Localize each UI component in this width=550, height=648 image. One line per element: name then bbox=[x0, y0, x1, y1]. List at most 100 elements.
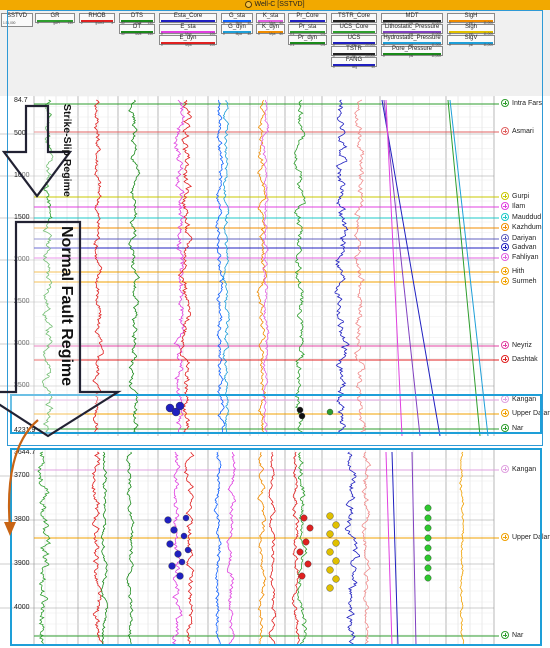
log-curve bbox=[100, 451, 109, 645]
track-header-hydrostatic-pressure[interactable]: Hydrostatic_Pressure 0 psi 11,000 bbox=[381, 35, 443, 47]
log-curve bbox=[361, 451, 372, 645]
track-header-sigh[interactable]: SigH 0 psi 11,000 bbox=[447, 13, 495, 25]
formation-label: Nar bbox=[512, 631, 524, 639]
formation-marker[interactable]: Nar bbox=[501, 424, 523, 432]
track-header-k-sta[interactable]: K_sta 0 Mpa 60 bbox=[256, 13, 285, 25]
formation-label: Kazhdumi bbox=[512, 223, 544, 231]
core-sample-point bbox=[178, 558, 186, 566]
track-header-pr-sta[interactable]: Pr_sta 0.1 0.5 bbox=[288, 24, 327, 36]
track-header-gr[interactable]: GR 0 gAPI 150 bbox=[35, 13, 75, 25]
track-header-lithostatic-pressure[interactable]: Lithostatic_Pressure 0 psi 11,000 bbox=[381, 24, 443, 36]
track-header-rhob[interactable]: RHOB 2 g/cm3 3 bbox=[79, 13, 115, 25]
depth-tick-label: 3000 bbox=[14, 340, 30, 347]
core-sample-point bbox=[166, 540, 174, 548]
log-curve bbox=[334, 99, 350, 434]
depth-tick-label: 500 bbox=[14, 130, 26, 137]
formation-label: Ilam bbox=[512, 202, 526, 210]
formation-marker[interactable]: Asmari bbox=[501, 127, 534, 135]
track-header-mdt[interactable]: MDT 0 psi 11,000 bbox=[381, 13, 443, 25]
log-curve bbox=[213, 451, 222, 645]
panel-top-depth: 84.7 bbox=[14, 97, 28, 104]
track-header-sigh[interactable]: Sigh 0 psi 11,000 bbox=[447, 24, 495, 36]
core-sample-point bbox=[164, 516, 172, 524]
window-title: Well-C [SSTVD] bbox=[254, 1, 305, 8]
formation-label: Kangan bbox=[512, 395, 537, 403]
formation-marker[interactable]: Dariyan bbox=[501, 234, 536, 242]
track-header-ucs[interactable]: UCS 0 psi 20,000 bbox=[331, 35, 377, 47]
formation-label: Dashtak bbox=[512, 355, 538, 363]
core-sample-point bbox=[175, 401, 185, 411]
formation-marker-icon bbox=[501, 533, 509, 541]
track-header-ucs-core[interactable]: UCS_Core bbox=[331, 24, 377, 34]
lower-panel-frame bbox=[10, 448, 542, 646]
track-header-sigv[interactable]: SigV 0 psi 11,000 bbox=[447, 35, 495, 47]
track-header-esta-core[interactable]: Esta_Core bbox=[159, 13, 217, 23]
track-header-pore-pressure[interactable]: Pore_Pressure 0 psi 11,000 bbox=[381, 46, 443, 58]
formation-marker[interactable]: Gurpi bbox=[501, 192, 529, 200]
core-sample-point bbox=[332, 539, 340, 547]
track-header-tstr-core[interactable]: TSTR_Core bbox=[331, 13, 377, 23]
well-icon bbox=[245, 0, 253, 8]
depth-track-header[interactable]: SSTVD 1:31,000 bbox=[1, 13, 33, 27]
core-sample-point bbox=[306, 524, 314, 532]
core-sample-point bbox=[326, 548, 334, 556]
formation-marker[interactable]: Gadvan bbox=[501, 243, 537, 251]
depth-tick-label: 3900 bbox=[14, 560, 30, 567]
core-sample-point bbox=[326, 530, 334, 538]
formation-marker[interactable]: Kangan bbox=[501, 465, 536, 473]
formation-marker[interactable]: Fahliyan bbox=[501, 253, 538, 261]
track-header-pr-core[interactable]: Pr_Core bbox=[288, 13, 327, 23]
formation-label: Neyriz bbox=[512, 341, 532, 349]
track-header-dt[interactable]: DT 40 us/ft 150 bbox=[119, 24, 155, 36]
formation-marker[interactable]: Neyriz bbox=[501, 341, 532, 349]
log-curve bbox=[221, 99, 231, 434]
formation-marker[interactable]: Kazhdumi bbox=[501, 223, 543, 231]
core-sample-point bbox=[296, 406, 304, 414]
formation-marker-icon bbox=[501, 223, 509, 231]
track-header-e-sta[interactable]: E_sta 0 Mpa 100 bbox=[159, 24, 217, 36]
track-header-pr-dyn[interactable]: Pr_dyn 0.1 0.5 bbox=[288, 35, 327, 47]
track-header-dts[interactable]: DTS 40 us/ft 150 bbox=[119, 13, 155, 25]
track-header-e-dyn[interactable]: E_dyn 0 Mpa 100 bbox=[159, 35, 217, 47]
formation-marker[interactable]: Nar bbox=[501, 631, 523, 639]
log-curve bbox=[459, 451, 465, 645]
core-sample-point bbox=[326, 408, 334, 416]
formation-marker-icon bbox=[501, 202, 509, 210]
formation-label: Upper Dalan bbox=[512, 533, 550, 541]
formation-marker[interactable]: Surmeh bbox=[501, 277, 537, 285]
track-header-g-sta[interactable]: G_sta 0 Mpa 40 bbox=[221, 13, 253, 25]
formation-marker[interactable]: Intra Fars bbox=[501, 99, 542, 107]
formation-marker[interactable]: Upper Dalan bbox=[501, 533, 550, 541]
track-header-g-dyn[interactable]: G_dyn 0 Mpa 40 bbox=[221, 24, 253, 36]
log-curve bbox=[126, 451, 135, 645]
core-sample-point bbox=[302, 538, 310, 546]
core-sample-point bbox=[424, 564, 432, 572]
core-sample-point bbox=[424, 514, 432, 522]
upper-svg bbox=[0, 96, 550, 436]
core-sample-point bbox=[332, 575, 340, 583]
formation-marker-icon bbox=[501, 127, 509, 135]
upper-log-panel: 500 1000 1500 2000 2500 3000 3500 84.7 4231.9 Int… bbox=[0, 96, 550, 436]
track-header-tstr[interactable]: TSTR 0 psi 20,000 bbox=[331, 46, 377, 58]
log-curve bbox=[226, 452, 237, 645]
formation-marker[interactable]: Dashtak bbox=[501, 355, 538, 363]
formation-label: Asmari bbox=[512, 127, 534, 135]
core-sample-point bbox=[174, 550, 182, 558]
formation-marker[interactable]: Ilam bbox=[501, 202, 525, 210]
formation-label: Hith bbox=[512, 267, 525, 275]
core-sample-point bbox=[424, 554, 432, 562]
core-sample-point bbox=[168, 562, 176, 570]
core-sample-point bbox=[326, 584, 334, 592]
core-sample-point bbox=[304, 560, 312, 568]
formation-label: Nar bbox=[512, 424, 524, 432]
core-sample-point bbox=[298, 572, 306, 580]
formation-label: Gurpi bbox=[512, 192, 530, 200]
formation-marker[interactable]: Hith bbox=[501, 267, 524, 275]
track-header-k-dyn[interactable]: K_dyn 0 Mpa 60 bbox=[256, 24, 285, 36]
formation-marker-icon bbox=[501, 355, 509, 363]
formation-marker[interactable]: Upper Dalan bbox=[501, 409, 550, 417]
formation-marker[interactable]: Mauddud bbox=[501, 213, 541, 221]
track-header-fang[interactable]: FANG 0 deg 50 bbox=[331, 57, 377, 69]
formation-marker-icon bbox=[501, 234, 509, 242]
log-curve bbox=[171, 451, 183, 645]
